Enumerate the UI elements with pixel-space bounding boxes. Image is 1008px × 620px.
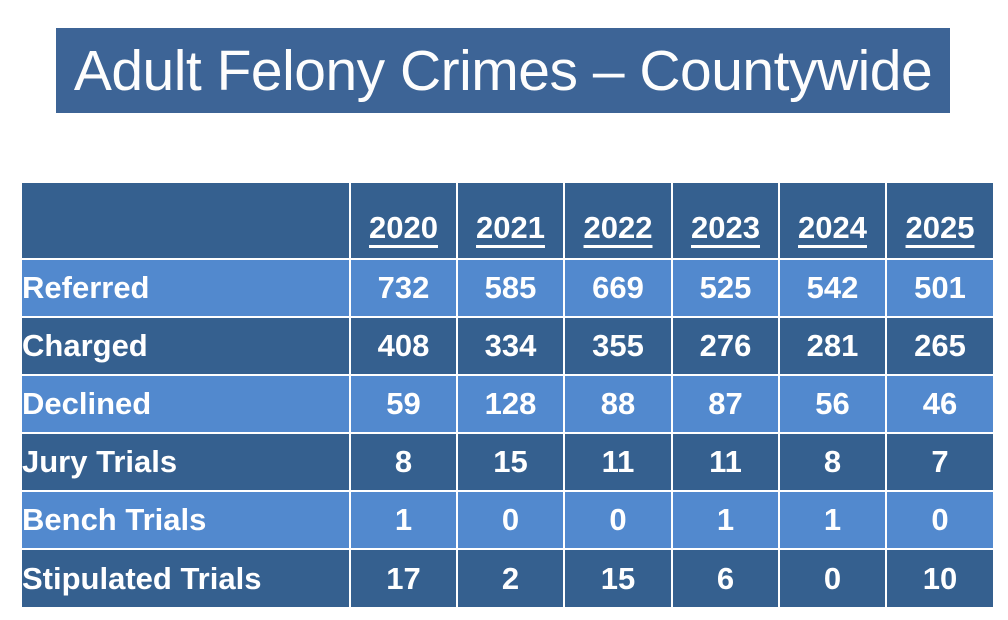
slide-title: Adult Felony Crimes – Countywide (73, 38, 933, 103)
row-label: Referred (22, 258, 351, 318)
value-cell: 525 (671, 258, 780, 318)
value-cell: 6 (671, 548, 780, 607)
value-cell: 128 (456, 374, 565, 434)
value-cell: 1 (349, 490, 458, 550)
value-cell: 281 (778, 316, 887, 376)
value-cell: 8 (349, 432, 458, 492)
year-label: 2020 (369, 210, 438, 245)
table-row-jury-trials: Jury Trials 8 15 11 11 8 7 (22, 432, 993, 492)
table-row-bench-trials: Bench Trials 1 0 0 1 1 0 (22, 490, 993, 550)
value-cell: 355 (563, 316, 673, 376)
value-cell: 0 (456, 490, 565, 550)
year-header-2025: 2025 (885, 183, 993, 260)
value-cell: 56 (778, 374, 887, 434)
value-cell: 0 (778, 548, 887, 607)
year-label: 2024 (798, 210, 867, 245)
felony-stats-table: 2020 2021 2022 2023 2024 2025 Referred 7… (22, 183, 993, 607)
table-row-charged: Charged 408 334 355 276 281 265 (22, 316, 993, 376)
year-label: 2023 (691, 210, 760, 245)
value-cell: 1 (778, 490, 887, 550)
value-cell: 501 (885, 258, 993, 318)
row-label: Jury Trials (22, 432, 351, 492)
value-cell: 11 (671, 432, 780, 492)
value-cell: 46 (885, 374, 993, 434)
row-label: Declined (22, 374, 351, 434)
year-header-2024: 2024 (778, 183, 887, 260)
year-label: 2022 (583, 210, 653, 245)
table-row-declined: Declined 59 128 88 87 56 46 (22, 374, 993, 434)
table-header-row: 2020 2021 2022 2023 2024 2025 (22, 183, 993, 260)
value-cell: 87 (671, 374, 780, 434)
title-banner: Adult Felony Crimes – Countywide (56, 28, 950, 113)
year-header-2021: 2021 (456, 183, 565, 260)
value-cell: 15 (456, 432, 565, 492)
value-cell: 59 (349, 374, 458, 434)
value-cell: 585 (456, 258, 565, 318)
value-cell: 10 (885, 548, 993, 607)
table-row-stipulated-trials: Stipulated Trials 17 2 15 6 0 10 (22, 548, 993, 607)
year-header-2022: 2022 (563, 183, 673, 260)
row-label: Bench Trials (22, 490, 351, 550)
value-cell: 15 (563, 548, 673, 607)
value-cell: 88 (563, 374, 673, 434)
value-cell: 408 (349, 316, 458, 376)
year-header-2023: 2023 (671, 183, 780, 260)
value-cell: 669 (563, 258, 673, 318)
table-row-referred: Referred 732 585 669 525 542 501 (22, 258, 993, 318)
value-cell: 0 (563, 490, 673, 550)
value-cell: 1 (671, 490, 780, 550)
table-corner-cell (22, 183, 351, 260)
value-cell: 11 (563, 432, 673, 492)
value-cell: 0 (885, 490, 993, 550)
value-cell: 2 (456, 548, 565, 607)
row-label: Stipulated Trials (22, 548, 351, 607)
year-header-2020: 2020 (349, 183, 458, 260)
value-cell: 7 (885, 432, 993, 492)
value-cell: 8 (778, 432, 887, 492)
value-cell: 334 (456, 316, 565, 376)
value-cell: 542 (778, 258, 887, 318)
value-cell: 732 (349, 258, 458, 318)
value-cell: 17 (349, 548, 458, 607)
year-label: 2021 (476, 210, 545, 245)
value-cell: 276 (671, 316, 780, 376)
row-label: Charged (22, 316, 351, 376)
value-cell: 265 (885, 316, 993, 376)
year-label: 2025 (905, 210, 975, 245)
